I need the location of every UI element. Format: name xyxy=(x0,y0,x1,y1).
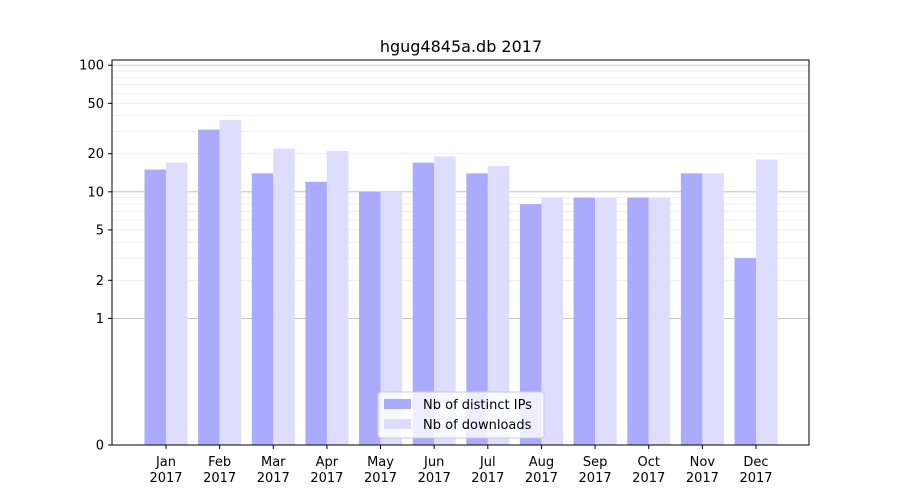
x-tick-label: Jun 2017 xyxy=(418,455,451,486)
y-tick-label: 100 xyxy=(79,59,104,74)
legend-swatch xyxy=(384,419,411,429)
y-tick-label: 10 xyxy=(87,185,104,200)
x-tick-label: May 2017 xyxy=(364,455,397,486)
x-tick-label: Jan 2017 xyxy=(149,455,182,486)
x-tick-label: Nov 2017 xyxy=(686,455,719,486)
legend: Nb of distinct IPs Nb of downloads xyxy=(377,391,545,439)
chart-title: hgug4845a.db 2017 xyxy=(380,37,542,56)
bar-distinct-ips xyxy=(359,191,381,445)
bar-downloads xyxy=(648,197,671,445)
axis-layer: Jan 2017 Feb 2017 Mar 2017 Apr 2017 May 2017 Jun 20… xyxy=(79,59,772,486)
bar-distinct-ips xyxy=(198,129,220,445)
y-tick-label: 20 xyxy=(87,147,104,162)
bar-downloads xyxy=(595,197,617,445)
bar-distinct-ips xyxy=(305,181,327,445)
legend-label: Nb of distinct IPs xyxy=(423,398,532,413)
legend-frame xyxy=(377,391,545,439)
bars-layer xyxy=(144,119,778,446)
bar-downloads xyxy=(487,165,510,446)
x-tick-label: Aug 2017 xyxy=(525,455,558,486)
bar-downloads xyxy=(434,156,456,446)
y-tick-label: 1 xyxy=(96,312,104,327)
bar-downloads xyxy=(756,159,778,445)
bar-downloads xyxy=(702,173,724,445)
bar-downloads xyxy=(219,119,242,445)
x-tick-label: Dec 2017 xyxy=(739,455,772,486)
y-tick-label: 50 xyxy=(87,97,104,112)
bar-downloads xyxy=(166,162,188,445)
bar-downloads xyxy=(326,151,349,445)
bar-distinct-ips xyxy=(627,197,649,445)
x-tick-label: Oct 2017 xyxy=(632,455,665,486)
legend-label: Nb of downloads xyxy=(423,418,532,433)
x-tick-label: Sep 2017 xyxy=(579,455,612,486)
bar-distinct-ips xyxy=(412,162,435,445)
bar-downloads xyxy=(541,197,563,445)
bar-downloads xyxy=(273,148,295,445)
bar-downloads xyxy=(380,191,403,445)
x-tick-label: Jul 2017 xyxy=(471,455,504,486)
plot-frame xyxy=(111,59,810,446)
legend-swatch xyxy=(384,399,411,409)
bar-distinct-ips xyxy=(680,173,703,445)
x-tick-label: Feb 2017 xyxy=(203,455,236,486)
bar-distinct-ips xyxy=(144,169,166,445)
y-tick-label: 5 xyxy=(96,223,104,238)
y-tick-label: 0 xyxy=(96,439,104,454)
bar-distinct-ips xyxy=(734,258,756,445)
y-tick-label: 2 xyxy=(96,274,104,289)
bar-distinct-ips xyxy=(251,173,274,445)
bar-distinct-ips xyxy=(466,173,488,445)
x-tick-label: Apr 2017 xyxy=(310,455,343,486)
bar-distinct-ips xyxy=(519,204,542,445)
x-tick-label: Mar 2017 xyxy=(257,455,290,486)
bar-distinct-ips xyxy=(573,197,596,445)
